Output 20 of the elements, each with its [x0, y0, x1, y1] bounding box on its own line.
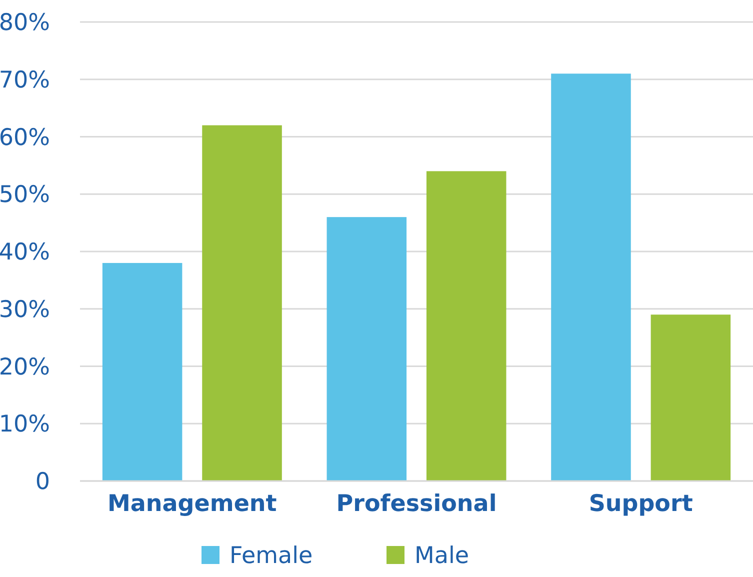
legend-label: Male: [414, 543, 469, 569]
y-tick-label: 20%: [0, 354, 50, 380]
x-tick-label: Support: [588, 491, 693, 517]
y-tick-label: 40%: [0, 240, 50, 266]
y-tick-label: 60%: [0, 124, 50, 151]
y-tick-label: 80%: [0, 10, 50, 36]
y-tick-label: 30%: [0, 296, 50, 323]
y-tick-label: 10%: [0, 412, 50, 438]
legend-label: Female: [230, 543, 313, 569]
y-tick-label: 70%: [0, 67, 50, 94]
x-tick-label: Professional: [336, 491, 497, 517]
bar: [426, 171, 506, 481]
y-tick-label: 50%: [0, 182, 50, 208]
bar: [326, 217, 407, 481]
y-tick-label: 0: [35, 469, 50, 496]
x-tick-label: Management: [108, 491, 277, 517]
bar: [102, 262, 182, 481]
bar: [650, 314, 731, 481]
bar: [551, 74, 631, 481]
bar: [202, 125, 282, 481]
